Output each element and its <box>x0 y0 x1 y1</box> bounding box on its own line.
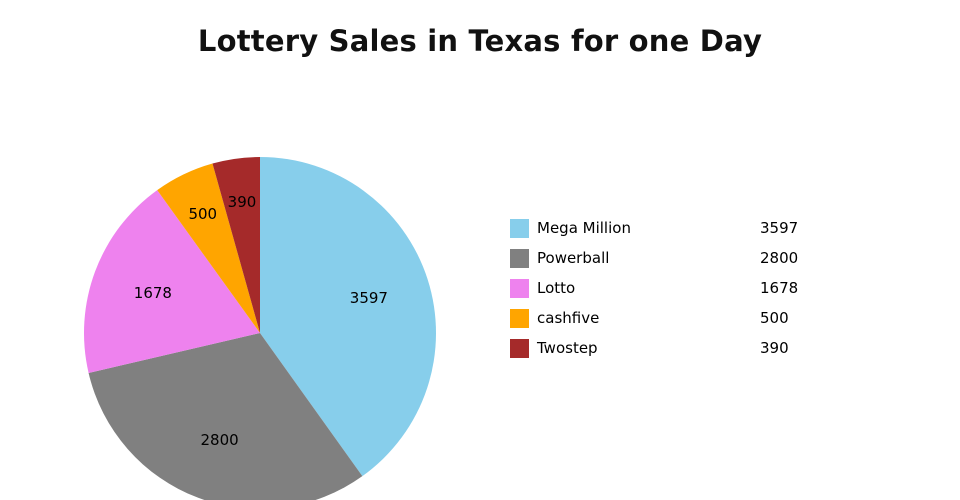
legend-value: 1678 <box>760 279 799 297</box>
legend-swatch-powerball <box>510 248 529 268</box>
legend-label: Lotto <box>537 279 576 297</box>
legend-value: 2800 <box>760 249 799 267</box>
legend-value: 3597 <box>760 219 799 237</box>
slice-value-label-cashfive: 500 <box>188 205 217 223</box>
legend-swatch-cashfive <box>510 308 529 328</box>
legend-value: 390 <box>760 339 789 357</box>
pie-slice-cashfive <box>157 163 260 333</box>
legend-item-cashfive: cashfive 500 <box>510 303 820 333</box>
legend-item-lotto: Lotto 1678 <box>510 273 820 303</box>
legend-value: 500 <box>760 309 789 327</box>
pie-slice-powerball <box>88 333 363 500</box>
legend-swatch-mega-million <box>510 218 529 238</box>
legend-item-mega-million: Mega Million 3597 <box>510 213 820 243</box>
legend-label: Mega Million <box>537 219 631 237</box>
legend-label: cashfive <box>537 309 600 327</box>
legend-label: Twostep <box>537 339 598 357</box>
legend-swatch-twostep <box>510 338 529 358</box>
pie-slice-twostep <box>212 157 260 333</box>
slice-value-label-powerball: 2800 <box>201 431 239 449</box>
slice-value-label-lotto: 1678 <box>134 284 172 302</box>
legend-swatch-lotto <box>510 278 529 298</box>
legend-label: Powerball <box>537 249 610 267</box>
chart-title: Lottery Sales in Texas for one Day <box>197 24 763 58</box>
slice-value-label-mega-million: 3597 <box>350 289 388 307</box>
pie-slice-mega-million <box>260 157 437 477</box>
slice-value-label-twostep: 390 <box>228 193 257 211</box>
legend: Mega Million 3597 Powerball 2800 Lotto 1678 ca… <box>510 213 820 363</box>
legend-item-powerball: Powerball 2800 <box>510 243 820 273</box>
legend-item-twostep: Twostep 390 <box>510 333 820 363</box>
pie-slice-lotto <box>83 190 260 373</box>
